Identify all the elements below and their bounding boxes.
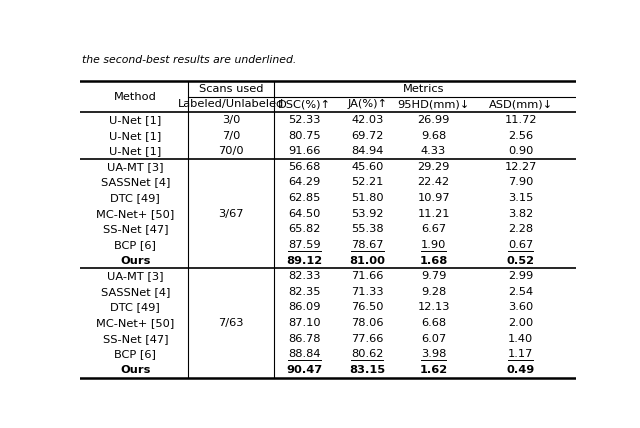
Text: 86.09: 86.09 <box>289 302 321 312</box>
Text: SASSNet [4]: SASSNet [4] <box>100 287 170 297</box>
Text: 1.40: 1.40 <box>508 333 533 344</box>
Text: 9.79: 9.79 <box>421 271 446 281</box>
Text: DSC(%)↑: DSC(%)↑ <box>278 99 331 110</box>
Text: 89.12: 89.12 <box>287 256 323 265</box>
Text: 51.80: 51.80 <box>351 193 383 203</box>
Text: 22.42: 22.42 <box>417 178 450 187</box>
Text: 3/0: 3/0 <box>222 115 240 125</box>
Text: 2.99: 2.99 <box>508 271 533 281</box>
Text: 82.33: 82.33 <box>289 271 321 281</box>
Text: 55.38: 55.38 <box>351 224 383 234</box>
Text: 91.66: 91.66 <box>289 146 321 156</box>
Text: 78.67: 78.67 <box>351 240 383 250</box>
Text: 76.50: 76.50 <box>351 302 383 312</box>
Text: 0.52: 0.52 <box>507 256 535 265</box>
Text: Labeled/Unlabeled: Labeled/Unlabeled <box>178 99 284 110</box>
Text: 52.21: 52.21 <box>351 178 383 187</box>
Text: 90.47: 90.47 <box>287 365 323 375</box>
Text: JA(%)↑: JA(%)↑ <box>348 99 387 110</box>
Text: 56.68: 56.68 <box>289 162 321 172</box>
Text: Ours: Ours <box>120 365 150 375</box>
Text: U-Net [1]: U-Net [1] <box>109 115 161 125</box>
Text: 1.90: 1.90 <box>421 240 446 250</box>
Text: 45.60: 45.60 <box>351 162 383 172</box>
Text: 95HD(mm)↓: 95HD(mm)↓ <box>397 99 470 110</box>
Text: 26.99: 26.99 <box>417 115 450 125</box>
Text: 80.75: 80.75 <box>289 131 321 141</box>
Text: 10.97: 10.97 <box>417 193 450 203</box>
Text: 71.33: 71.33 <box>351 287 383 297</box>
Text: DTC [49]: DTC [49] <box>110 302 160 312</box>
Text: 87.10: 87.10 <box>289 318 321 328</box>
Text: SASSNet [4]: SASSNet [4] <box>100 178 170 187</box>
Text: the second-best results are underlined.: the second-best results are underlined. <box>83 54 297 65</box>
Text: 42.03: 42.03 <box>351 115 383 125</box>
Text: 1.68: 1.68 <box>419 256 448 265</box>
Text: ASD(mm)↓: ASD(mm)↓ <box>489 99 553 110</box>
Text: 62.85: 62.85 <box>289 193 321 203</box>
Text: 78.06: 78.06 <box>351 318 383 328</box>
Text: 12.13: 12.13 <box>417 302 450 312</box>
Text: 9.28: 9.28 <box>421 287 446 297</box>
Text: SS-Net [47]: SS-Net [47] <box>102 224 168 234</box>
Text: 0.67: 0.67 <box>508 240 533 250</box>
Text: 11.72: 11.72 <box>504 115 537 125</box>
Text: 82.35: 82.35 <box>289 287 321 297</box>
Text: 3.60: 3.60 <box>508 302 533 312</box>
Text: 6.68: 6.68 <box>421 318 446 328</box>
Text: Scans used: Scans used <box>199 84 263 94</box>
Text: Method: Method <box>114 92 157 101</box>
Text: 12.27: 12.27 <box>504 162 537 172</box>
Text: UA-MT [3]: UA-MT [3] <box>107 162 163 172</box>
Text: 65.82: 65.82 <box>289 224 321 234</box>
Text: 84.94: 84.94 <box>351 146 383 156</box>
Text: 71.66: 71.66 <box>351 271 383 281</box>
Text: 69.72: 69.72 <box>351 131 383 141</box>
Text: 3/67: 3/67 <box>218 209 244 219</box>
Text: 3.98: 3.98 <box>421 349 446 359</box>
Text: 2.00: 2.00 <box>508 318 533 328</box>
Text: Ours: Ours <box>120 256 150 265</box>
Text: 52.33: 52.33 <box>289 115 321 125</box>
Text: 2.56: 2.56 <box>508 131 533 141</box>
Text: 1.62: 1.62 <box>419 365 447 375</box>
Text: 81.00: 81.00 <box>349 256 385 265</box>
Text: 3.15: 3.15 <box>508 193 533 203</box>
Text: DTC [49]: DTC [49] <box>110 193 160 203</box>
Text: 7/0: 7/0 <box>222 131 240 141</box>
Text: U-Net [1]: U-Net [1] <box>109 131 161 141</box>
Text: 80.62: 80.62 <box>351 349 383 359</box>
Text: BCP [6]: BCP [6] <box>115 240 156 250</box>
Text: UA-MT [3]: UA-MT [3] <box>107 271 163 281</box>
Text: 64.50: 64.50 <box>289 209 321 219</box>
Text: 9.68: 9.68 <box>421 131 446 141</box>
Text: Metrics: Metrics <box>403 84 445 94</box>
Text: 7/63: 7/63 <box>218 318 244 328</box>
Text: MC-Net+ [50]: MC-Net+ [50] <box>96 318 174 328</box>
Text: 88.84: 88.84 <box>289 349 321 359</box>
Text: 3.82: 3.82 <box>508 209 533 219</box>
Text: 6.67: 6.67 <box>421 224 446 234</box>
Text: 53.92: 53.92 <box>351 209 383 219</box>
Text: 6.07: 6.07 <box>421 333 446 344</box>
Text: BCP [6]: BCP [6] <box>115 349 156 359</box>
Text: 2.28: 2.28 <box>508 224 533 234</box>
Text: 2.54: 2.54 <box>508 287 533 297</box>
Text: 83.15: 83.15 <box>349 365 385 375</box>
Text: 70/0: 70/0 <box>218 146 244 156</box>
Text: SS-Net [47]: SS-Net [47] <box>102 333 168 344</box>
Text: 29.29: 29.29 <box>417 162 450 172</box>
Text: 64.29: 64.29 <box>289 178 321 187</box>
Text: 77.66: 77.66 <box>351 333 383 344</box>
Text: 87.59: 87.59 <box>289 240 321 250</box>
Text: 86.78: 86.78 <box>289 333 321 344</box>
Text: MC-Net+ [50]: MC-Net+ [50] <box>96 209 174 219</box>
Text: 11.21: 11.21 <box>417 209 450 219</box>
Text: 4.33: 4.33 <box>421 146 446 156</box>
Text: U-Net [1]: U-Net [1] <box>109 146 161 156</box>
Text: 1.17: 1.17 <box>508 349 533 359</box>
Text: 0.90: 0.90 <box>508 146 533 156</box>
Text: 7.90: 7.90 <box>508 178 533 187</box>
Text: 0.49: 0.49 <box>507 365 535 375</box>
